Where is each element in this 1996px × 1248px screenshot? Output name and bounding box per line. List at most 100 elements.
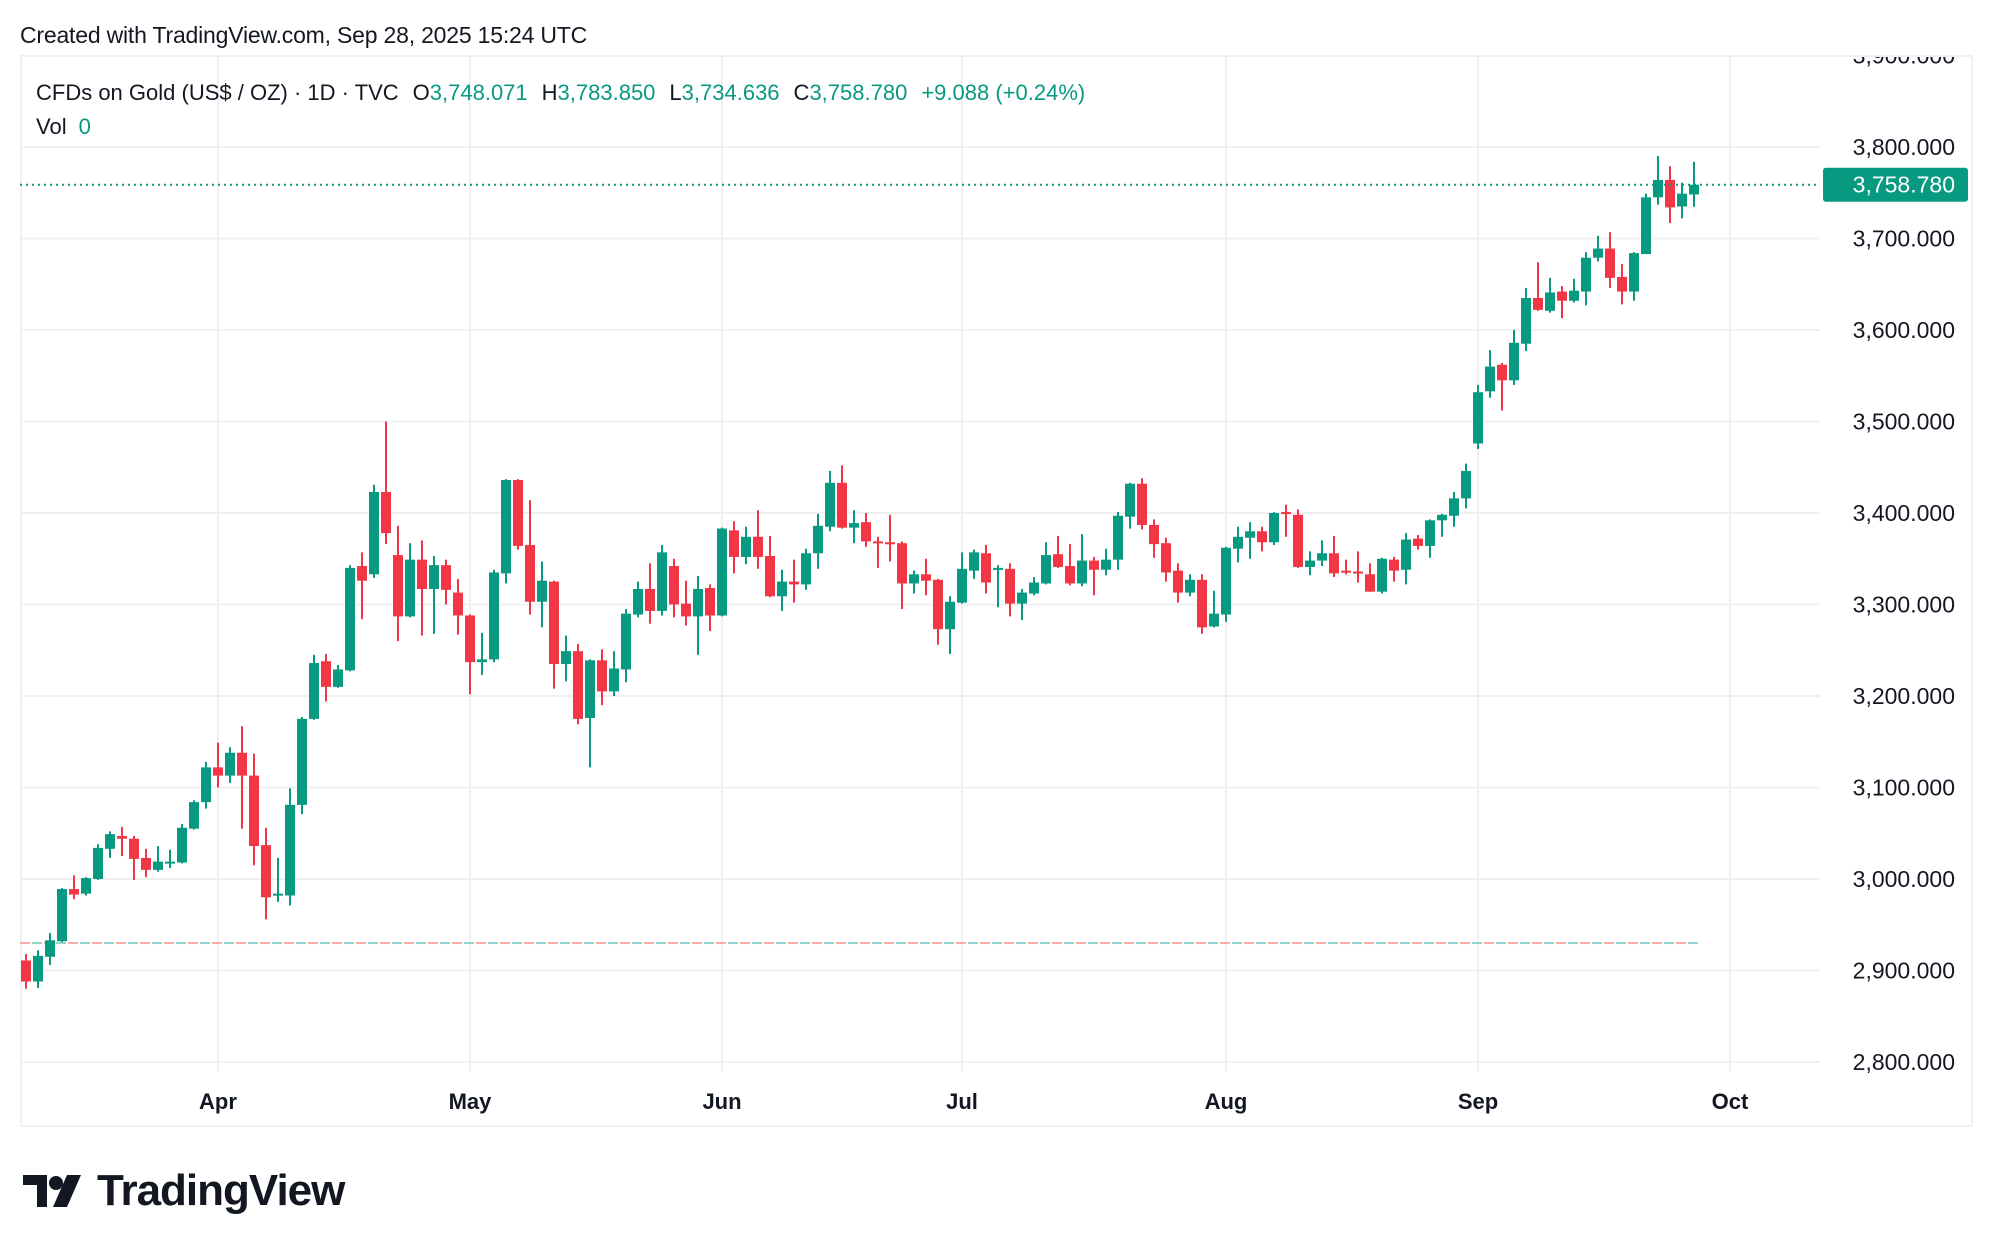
candle-down (417, 540, 427, 636)
candle-up (1101, 548, 1111, 576)
candle-body (1509, 342, 1519, 381)
candle-down (669, 558, 679, 618)
candle-body (225, 752, 235, 776)
candle-body (897, 543, 907, 584)
tradingview-logo[interactable]: TradingView (23, 1166, 345, 1216)
candle-up (1449, 491, 1459, 527)
candle-body (801, 553, 811, 585)
candle-body (1245, 531, 1255, 538)
candle-up (1401, 533, 1411, 585)
price-tick-label: 3,400.000 (1853, 500, 1955, 526)
candle-down (1557, 286, 1567, 319)
candle-up (405, 543, 415, 618)
candle-up (57, 888, 67, 943)
candle-body (1389, 559, 1399, 571)
candle-wick (997, 565, 999, 608)
candle-down (249, 753, 259, 866)
candle-body (633, 588, 643, 615)
candle-down (141, 848, 151, 878)
candle-up (225, 747, 235, 783)
candle-down (441, 559, 451, 605)
ohlc-row: CFDs on Gold (US$ / OZ) · 1D · TVC O3,748… (36, 76, 1099, 110)
candle-body (933, 579, 943, 630)
candle-body (1653, 179, 1663, 198)
candle-up (297, 717, 307, 815)
candle-body (945, 601, 955, 630)
tradingview-logo-icon (23, 1175, 81, 1207)
candle-up (1509, 330, 1519, 385)
candle-body (1605, 248, 1615, 278)
candle-down (381, 421, 391, 545)
candle-body (177, 827, 187, 863)
candle-wick (1501, 362, 1503, 411)
candle-body (465, 615, 475, 663)
price-axis[interactable]: 2,800.000 2,900.000 3,000.000 3,100.000 3,20… (1853, 43, 1955, 1076)
candle-down (729, 521, 739, 574)
candle-body (333, 669, 343, 687)
candle-up (1077, 534, 1087, 587)
candle-body (1377, 558, 1387, 592)
candle-body (765, 556, 775, 597)
candle-body (909, 574, 919, 584)
price-tick-label: 3,500.000 (1853, 409, 1955, 435)
candle-body (1197, 579, 1207, 628)
price-tick-label: 3,600.000 (1853, 317, 1955, 343)
candle-down (321, 653, 331, 702)
candle-up (81, 877, 91, 896)
candle-wick (361, 552, 363, 620)
candle-up (501, 479, 511, 584)
candle-down (1329, 535, 1339, 578)
candle-body (321, 661, 331, 687)
volume-label: Vol (36, 114, 67, 139)
candle-down (1365, 563, 1375, 592)
candle-up (333, 664, 343, 688)
candle-down (705, 584, 715, 632)
candle-body (729, 530, 739, 557)
candle-down (1065, 544, 1075, 586)
volume-row: Vol 0 (36, 110, 1099, 144)
time-tick-label: Oct (1712, 1089, 1749, 1114)
candle-body (1137, 483, 1147, 525)
candle-up (1425, 519, 1435, 558)
candle-body (1497, 364, 1507, 381)
candle-up (813, 513, 823, 569)
candle-wick (1249, 522, 1251, 559)
candle-body (813, 525, 823, 554)
candle-body (369, 491, 379, 575)
candle-body (1125, 483, 1135, 517)
candle-body (237, 752, 247, 776)
candle-up (1029, 577, 1039, 596)
candle-body (549, 581, 559, 664)
candle-body (261, 845, 271, 898)
candle-up (1185, 574, 1195, 597)
candle-body (1365, 574, 1375, 592)
low-value: 3,734.636 (681, 80, 780, 105)
candle-up (1593, 235, 1603, 262)
candle-body (1185, 579, 1195, 593)
candle-body (1053, 554, 1063, 567)
candle-down (897, 541, 907, 610)
price-tick-label: 3,700.000 (1853, 226, 1955, 252)
candle-up (657, 545, 667, 616)
candle-wick (241, 726, 243, 829)
candle-up (1221, 546, 1231, 622)
candle-wick (889, 514, 891, 562)
candle-body (273, 893, 283, 896)
symbol-title[interactable]: CFDs on Gold (US$ / OZ) · 1D · TVC (36, 80, 399, 105)
price-tick-label: 3,900.000 (1853, 43, 1955, 69)
candle-wick (1093, 556, 1095, 596)
grid-lines (20, 55, 1820, 1072)
candle-body (1569, 290, 1579, 301)
candle-body (1065, 566, 1075, 584)
time-axis[interactable]: Apr May Jun Jul Aug Sep Oct (199, 1089, 1749, 1114)
candle-body (1077, 560, 1087, 584)
candle-down (393, 525, 403, 642)
candle-body (1521, 297, 1531, 344)
candle-up (1641, 193, 1651, 255)
candle-body (1305, 560, 1315, 567)
candle-up (489, 569, 499, 663)
candle-body (681, 603, 691, 617)
chart-frame (20, 55, 1973, 1127)
candle-up (1377, 557, 1387, 594)
